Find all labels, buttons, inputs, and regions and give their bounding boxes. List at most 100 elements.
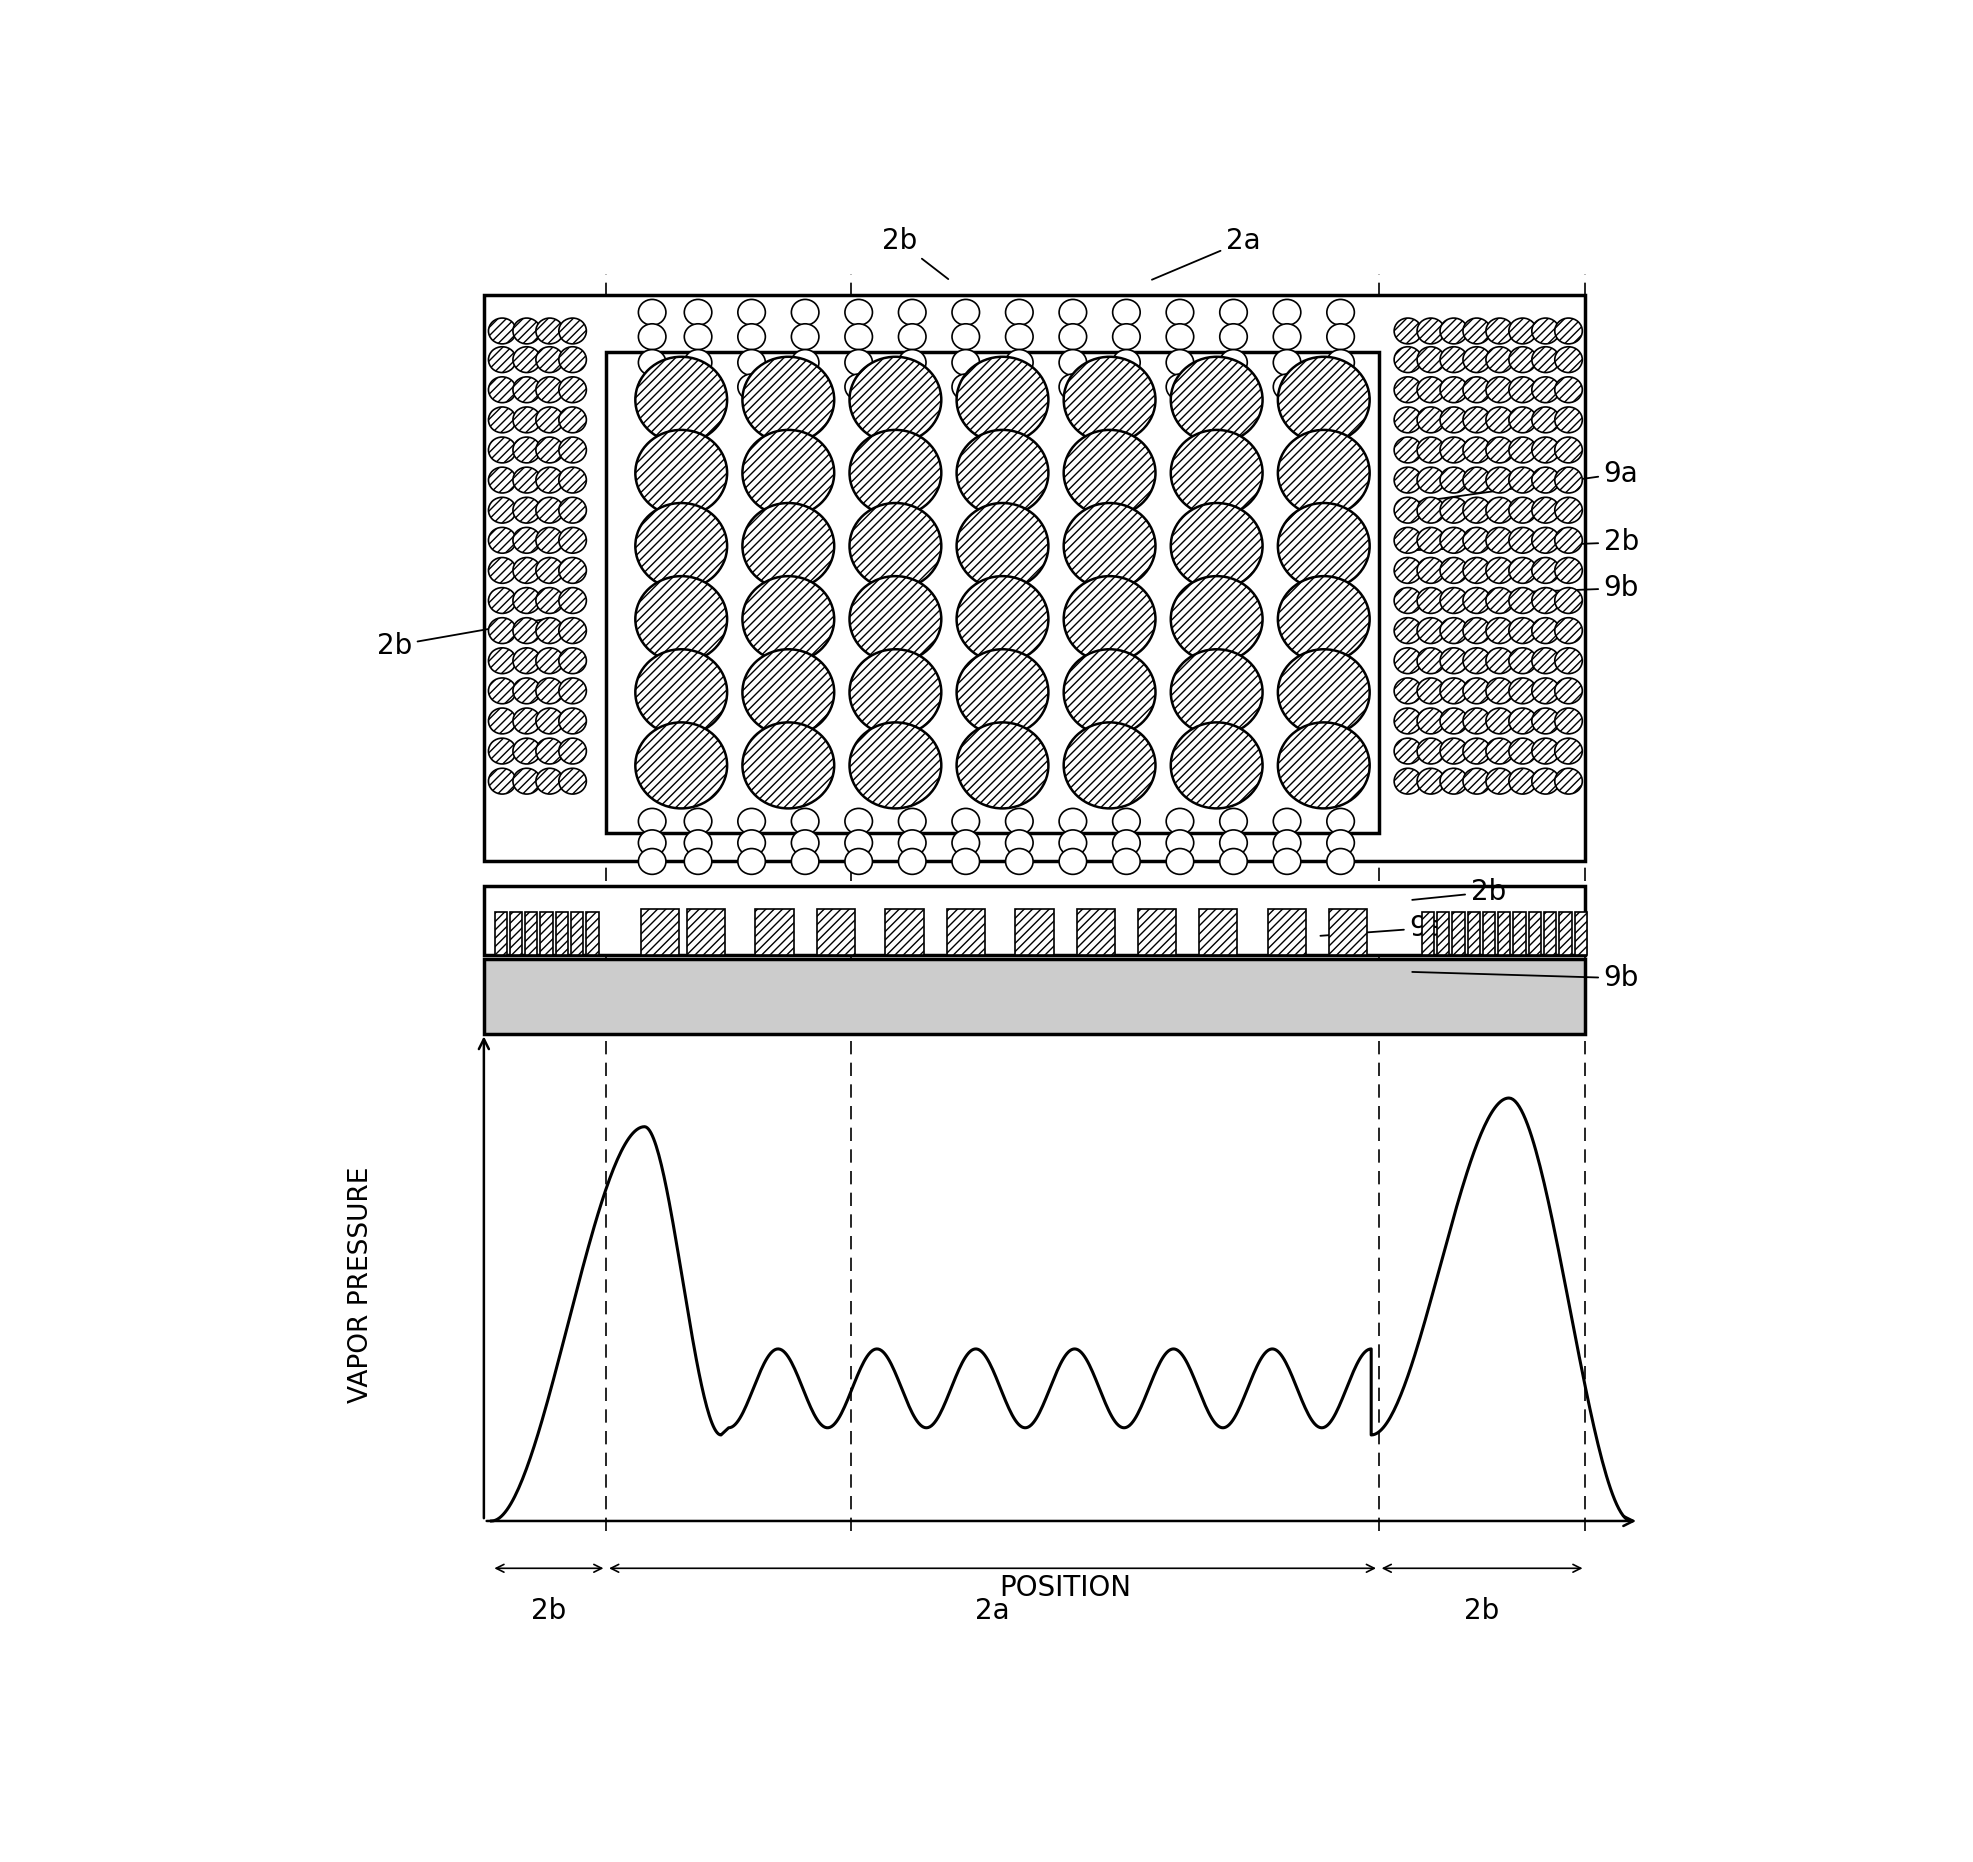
Ellipse shape: [1393, 769, 1421, 793]
Ellipse shape: [1060, 374, 1085, 400]
Ellipse shape: [951, 350, 979, 376]
Ellipse shape: [1438, 737, 1466, 763]
Ellipse shape: [1326, 350, 1353, 376]
Bar: [687, 909, 724, 955]
Ellipse shape: [848, 575, 941, 663]
Ellipse shape: [535, 708, 562, 734]
Ellipse shape: [1555, 497, 1582, 523]
Ellipse shape: [487, 346, 515, 372]
Text: 2a: 2a: [1152, 227, 1261, 279]
Ellipse shape: [1417, 438, 1444, 464]
Ellipse shape: [1417, 588, 1444, 613]
Bar: [509, 912, 521, 955]
Bar: [525, 912, 537, 955]
Ellipse shape: [1462, 376, 1490, 402]
Ellipse shape: [535, 648, 562, 674]
Ellipse shape: [1507, 467, 1535, 493]
Ellipse shape: [535, 737, 562, 763]
Ellipse shape: [487, 618, 515, 644]
Ellipse shape: [513, 467, 541, 493]
Ellipse shape: [1507, 557, 1535, 583]
Ellipse shape: [738, 324, 766, 350]
Ellipse shape: [487, 588, 515, 613]
Ellipse shape: [558, 737, 586, 763]
Ellipse shape: [637, 830, 665, 857]
Ellipse shape: [1004, 808, 1032, 834]
Ellipse shape: [1486, 737, 1513, 763]
Ellipse shape: [1507, 438, 1535, 464]
Ellipse shape: [898, 300, 925, 326]
Ellipse shape: [1486, 678, 1513, 704]
Text: 2b: 2b: [531, 1598, 566, 1626]
Text: 9b: 9b: [1411, 573, 1638, 601]
Bar: [1466, 912, 1480, 955]
Ellipse shape: [957, 503, 1048, 588]
Ellipse shape: [791, 374, 819, 400]
Ellipse shape: [848, 430, 941, 516]
Ellipse shape: [535, 678, 562, 704]
Ellipse shape: [1273, 324, 1300, 350]
Ellipse shape: [844, 849, 872, 875]
Ellipse shape: [1277, 722, 1369, 808]
Ellipse shape: [1417, 408, 1444, 432]
Bar: [1513, 912, 1525, 955]
Ellipse shape: [1507, 497, 1535, 523]
Ellipse shape: [848, 503, 941, 588]
Ellipse shape: [1417, 557, 1444, 583]
Ellipse shape: [738, 300, 766, 326]
Ellipse shape: [1438, 497, 1466, 523]
Bar: [1559, 912, 1571, 955]
Ellipse shape: [685, 830, 712, 857]
Ellipse shape: [1507, 588, 1535, 613]
Bar: [556, 912, 568, 955]
Ellipse shape: [1486, 346, 1513, 372]
Ellipse shape: [487, 678, 515, 704]
Ellipse shape: [1531, 497, 1559, 523]
Ellipse shape: [738, 350, 766, 376]
Ellipse shape: [487, 648, 515, 674]
Ellipse shape: [1063, 650, 1154, 735]
Ellipse shape: [742, 575, 835, 663]
Ellipse shape: [558, 318, 586, 344]
Ellipse shape: [1060, 830, 1085, 857]
Ellipse shape: [1507, 708, 1535, 734]
Ellipse shape: [742, 650, 835, 735]
Ellipse shape: [1531, 588, 1559, 613]
Ellipse shape: [1462, 467, 1490, 493]
Ellipse shape: [685, 350, 712, 376]
Ellipse shape: [513, 708, 541, 734]
Ellipse shape: [1486, 527, 1513, 553]
Bar: [1421, 912, 1432, 955]
Ellipse shape: [1326, 374, 1353, 400]
Text: 2b: 2b: [882, 227, 947, 279]
Bar: [1574, 912, 1586, 955]
Ellipse shape: [742, 503, 835, 588]
Ellipse shape: [1170, 722, 1263, 808]
Ellipse shape: [487, 318, 515, 344]
Ellipse shape: [513, 588, 541, 613]
Text: 2a: 2a: [975, 1598, 1010, 1626]
Ellipse shape: [1393, 618, 1421, 644]
Bar: [1267, 909, 1306, 955]
Ellipse shape: [1438, 438, 1466, 464]
Ellipse shape: [791, 808, 819, 834]
Ellipse shape: [535, 557, 562, 583]
Ellipse shape: [487, 376, 515, 402]
Ellipse shape: [1166, 849, 1194, 875]
Ellipse shape: [1273, 849, 1300, 875]
Ellipse shape: [1462, 618, 1490, 644]
Ellipse shape: [1166, 324, 1194, 350]
Ellipse shape: [957, 430, 1048, 516]
Bar: [817, 909, 854, 955]
Ellipse shape: [738, 808, 766, 834]
Ellipse shape: [844, 374, 872, 400]
Ellipse shape: [513, 497, 541, 523]
Ellipse shape: [558, 467, 586, 493]
Ellipse shape: [685, 374, 712, 400]
Ellipse shape: [535, 376, 562, 402]
Ellipse shape: [1462, 769, 1490, 793]
Ellipse shape: [1170, 503, 1263, 588]
Ellipse shape: [1462, 408, 1490, 432]
Ellipse shape: [1170, 650, 1263, 735]
Bar: [947, 909, 985, 955]
